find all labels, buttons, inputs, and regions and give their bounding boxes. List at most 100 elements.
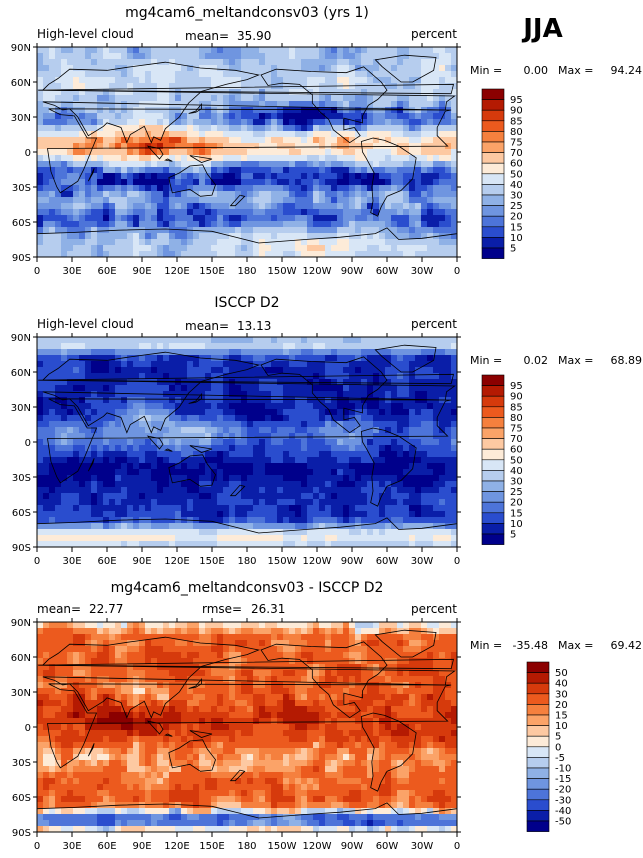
colorbar-label: 5 bbox=[555, 732, 561, 743]
coastline bbox=[41, 636, 456, 719]
colorbar-label: 70 bbox=[510, 148, 523, 159]
colorbar-label: 10 bbox=[510, 519, 523, 530]
lon-tick-label: 60W bbox=[376, 841, 399, 852]
coastline bbox=[168, 164, 216, 197]
lat-tick-label: 0 bbox=[25, 148, 31, 159]
colorbar-label: 20 bbox=[510, 212, 523, 223]
colorbar-label: 80 bbox=[510, 127, 523, 138]
coastline bbox=[47, 398, 452, 484]
max-value: 69.42 bbox=[611, 639, 643, 652]
colorbar-label: 15 bbox=[510, 222, 523, 233]
coastline bbox=[87, 168, 95, 182]
panel-title: ISCCP D2 bbox=[214, 295, 279, 311]
lon-tick-label: 180 bbox=[237, 266, 256, 277]
colorbar-label: 20 bbox=[555, 700, 568, 711]
coastline bbox=[41, 351, 456, 434]
panel-title: mg4cam6_meltandconsv03 (yrs 1) bbox=[125, 5, 369, 21]
lat-tick-label: 30S bbox=[12, 473, 31, 484]
lon-tick-label: 30E bbox=[62, 266, 81, 277]
lon-tick-label: 120E bbox=[164, 556, 189, 567]
units-label: percent bbox=[411, 27, 457, 41]
lon-tick-label: 150W bbox=[268, 556, 297, 567]
colorbar-box bbox=[481, 226, 505, 238]
colorbar-label: 70 bbox=[510, 434, 523, 445]
lon-tick-label: 150E bbox=[199, 556, 224, 567]
coastlines bbox=[37, 54, 457, 244]
colorbar-box bbox=[526, 799, 550, 811]
colorbar-box bbox=[481, 152, 505, 164]
coastline bbox=[189, 445, 213, 453]
colorbar-box bbox=[526, 735, 550, 748]
coastline bbox=[374, 54, 437, 83]
coastline bbox=[87, 743, 95, 757]
lon-tick-label: 60E bbox=[97, 841, 116, 852]
colorbar-label: 25 bbox=[510, 487, 523, 498]
max-label: Max = bbox=[558, 639, 593, 652]
colorbar-box bbox=[526, 725, 550, 737]
colorbar-label: 50 bbox=[510, 169, 523, 180]
coastline bbox=[146, 435, 164, 450]
lat-tick-label: 90S bbox=[12, 543, 31, 554]
map-field bbox=[37, 47, 457, 257]
max-value: 94.24 bbox=[611, 64, 643, 77]
season-label: JJA bbox=[521, 14, 562, 44]
map-field bbox=[37, 337, 457, 547]
lon-tick-label: 30W bbox=[411, 556, 434, 567]
colorbar-label: 85 bbox=[510, 402, 523, 413]
colorbar-box bbox=[526, 672, 550, 684]
max-label: Max = bbox=[558, 354, 593, 367]
coastline-antarctica bbox=[37, 227, 457, 244]
lat-tick-label: 60S bbox=[12, 508, 31, 519]
lon-tick-label: 0 bbox=[34, 556, 40, 567]
colorbar-label: 75 bbox=[510, 138, 523, 149]
panel-title: mg4cam6_meltandconsv03 - ISCCP D2 bbox=[111, 580, 384, 596]
colorbar-label: 75 bbox=[510, 424, 523, 435]
lon-tick-label: 150E bbox=[199, 841, 224, 852]
colorbar-box bbox=[481, 215, 505, 228]
coastline bbox=[188, 678, 202, 689]
lat-tick-label: 30N bbox=[11, 113, 31, 124]
colorbar-box bbox=[481, 247, 505, 259]
colorbar-box bbox=[481, 184, 505, 196]
colorbar-label: 50 bbox=[510, 455, 523, 466]
coastline bbox=[164, 733, 173, 737]
colorbar-box bbox=[481, 459, 505, 471]
rmse-label: rmse= bbox=[202, 602, 242, 616]
colorbar-box bbox=[481, 162, 505, 175]
colorbar-box bbox=[481, 88, 505, 100]
field-label: High-level cloud bbox=[37, 27, 134, 41]
lon-tick-label: 90E bbox=[132, 556, 151, 567]
colorbar-box bbox=[526, 778, 550, 790]
colorbar-label: 15 bbox=[510, 508, 523, 519]
colorbar-box bbox=[526, 693, 550, 705]
colorbar-box bbox=[526, 767, 550, 779]
lon-tick-label: 30E bbox=[62, 841, 81, 852]
coastlines bbox=[37, 629, 457, 819]
min-label: Min = bbox=[470, 354, 502, 367]
coastlines bbox=[37, 344, 457, 534]
colorbar-box bbox=[481, 194, 505, 206]
colorbar-label: -20 bbox=[555, 785, 571, 796]
colorbar-box bbox=[481, 438, 505, 450]
colorbar-label: 95 bbox=[510, 95, 523, 106]
lon-tick-label: 30E bbox=[62, 556, 81, 567]
colorbar-label: -5 bbox=[555, 753, 565, 764]
coastline bbox=[229, 769, 246, 782]
colorbar-label: 95 bbox=[510, 381, 523, 392]
mean-label: mean= bbox=[37, 602, 81, 616]
colorbar-box bbox=[481, 141, 505, 153]
colorbar-label: 5 bbox=[510, 530, 516, 541]
lat-tick-label: 60S bbox=[12, 218, 31, 229]
lon-tick-label: 120W bbox=[303, 841, 332, 852]
min-label: Min = bbox=[470, 639, 502, 652]
coastline bbox=[360, 712, 417, 792]
coastline bbox=[229, 484, 246, 497]
colorbar-box bbox=[481, 448, 505, 461]
colorbar-box bbox=[481, 406, 505, 418]
coastline bbox=[146, 720, 164, 735]
colorbar-label: 40 bbox=[510, 466, 523, 477]
colorbar-box bbox=[481, 131, 505, 143]
colorbar-box bbox=[481, 533, 505, 545]
colorbar-box bbox=[481, 205, 505, 217]
